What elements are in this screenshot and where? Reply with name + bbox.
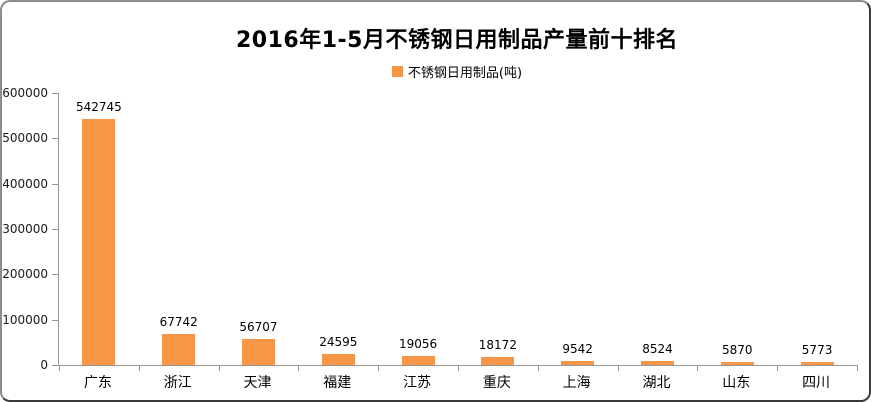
bar-value-label: 56707 [239, 320, 278, 334]
x-axis-category-label: 浙江 [163, 375, 192, 391]
chart-title: 2016年1-5月不锈钢日用制品产量前十排名 [236, 28, 678, 53]
x-axis-tick [218, 365, 220, 371]
bar-column: 56707 [219, 93, 299, 365]
y-axis-tick [52, 138, 58, 140]
bar-column: 5773 [777, 93, 857, 365]
y-axis-tick-label: 0 [40, 358, 48, 372]
x-axis-category-label: 福建 [323, 375, 352, 391]
x-axis-tick [378, 365, 380, 371]
bar-column: 24595 [298, 93, 378, 365]
y-axis-tick [52, 319, 58, 321]
bar-column: 9542 [538, 93, 618, 365]
bar-value-label: 18172 [478, 338, 517, 352]
bar [561, 361, 595, 365]
plot-area: 542745 67742 56707 24595 19056 18172 9542 8524 5… [58, 93, 858, 371]
legend-swatch-icon [391, 66, 403, 77]
bar [481, 357, 515, 365]
y-axis-tick-label: 200000 [2, 267, 48, 282]
x-axis-tick [138, 365, 140, 371]
x-axis-category-label: 上海 [562, 375, 591, 391]
x-axis-tick [59, 365, 60, 371]
bar [82, 119, 116, 365]
x-axis-tick [617, 365, 619, 371]
legend-label: 不锈钢日用制品(吨) [407, 66, 523, 81]
x-axis-category-label: 四川 [802, 375, 831, 391]
x-axis-tick [857, 365, 858, 371]
legend: 不锈钢日用制品(吨) [58, 62, 856, 81]
bar [401, 356, 435, 365]
x-axis-category-label: 重庆 [482, 375, 511, 391]
bar-value-label: 8524 [642, 342, 673, 356]
x-axis-category-label: 天津 [243, 375, 272, 391]
bar-column: 67742 [139, 93, 219, 365]
bar-column: 542745 [59, 93, 139, 365]
x-axis-labels: 广东 浙江 天津 福建 江苏 重庆 上海 湖北 山东 四川 [58, 372, 856, 392]
bar-column: 8524 [618, 93, 698, 365]
x-axis-tick [298, 365, 300, 371]
x-axis-category-label: 湖北 [642, 375, 671, 391]
bar-value-label: 9542 [562, 342, 593, 356]
bar [720, 362, 754, 365]
bar-value-label: 542745 [75, 100, 122, 114]
bar-value-label: 24595 [319, 335, 358, 349]
y-axis-tick [52, 365, 58, 366]
y-axis-tick-label: 300000 [2, 222, 48, 236]
y-axis-tick-label: 500000 [2, 131, 48, 146]
bar-value-label: 67742 [159, 315, 198, 329]
bar [162, 334, 196, 365]
bar-column: 18172 [458, 93, 538, 365]
x-axis-category-label: 广东 [83, 375, 112, 391]
y-axis-tick-label: 400000 [2, 176, 48, 191]
bar [241, 339, 275, 365]
bar [800, 362, 834, 365]
bar-column: 5870 [697, 93, 777, 365]
bar [321, 354, 355, 365]
y-axis-tick [52, 93, 58, 94]
bar-value-label: 5870 [722, 343, 753, 357]
y-axis-tick-label: 600000 [2, 86, 48, 100]
x-axis-category-label: 山东 [722, 375, 751, 391]
x-axis-tick [458, 365, 459, 371]
y-axis-tick-label: 100000 [2, 312, 48, 327]
bar-column: 19056 [378, 93, 458, 365]
bar-value-label: 19056 [398, 337, 438, 351]
x-axis-tick [777, 365, 779, 371]
bar-value-label: 5773 [801, 343, 833, 357]
y-axis-tick [52, 274, 58, 276]
bar [640, 361, 674, 365]
y-axis-tick [52, 183, 58, 185]
x-axis-tick [537, 365, 539, 371]
x-axis-tick [697, 365, 699, 371]
bars-row: 542745 67742 56707 24595 19056 18172 9542 8524 5… [59, 93, 857, 365]
y-axis-tick [52, 229, 58, 230]
x-axis-category-label: 江苏 [403, 375, 432, 391]
